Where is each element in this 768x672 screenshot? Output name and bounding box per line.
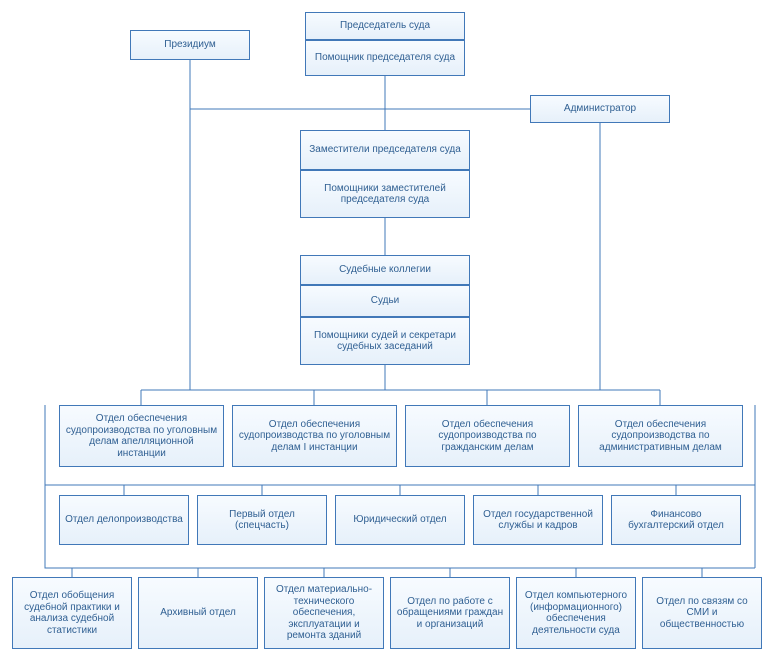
org-node-r1c: Отдел обеспечения судопроизводства по гр… <box>405 405 570 467</box>
org-node-label: Помощники судей и секретари судебных зас… <box>305 330 465 353</box>
org-node-r2a: Отдел делопроизводства <box>59 495 189 545</box>
org-node-r3f: Отдел по связям со СМИ и общественностью <box>642 577 762 649</box>
org-node-r2c: Юридический отдел <box>335 495 465 545</box>
org-node-label: Отдел обеспечения судопроизводства по уг… <box>64 413 219 459</box>
org-node-r1b: Отдел обеспечения судопроизводства по уг… <box>232 405 397 467</box>
org-node-admin: Администратор <box>530 95 670 123</box>
org-node-label: Судебные коллегии <box>339 264 431 276</box>
org-node-pom_pred: Помощник председателя суда <box>305 40 465 76</box>
org-node-label: Отдел обобщения судебной практики и анал… <box>17 590 127 636</box>
org-node-label: Помощник председателя суда <box>315 52 455 64</box>
org-node-pom_zam: Помощники заместителей председателя суда <box>300 170 470 218</box>
org-node-r1d: Отдел обеспечения судопроизводства по ад… <box>578 405 743 467</box>
org-node-pom_sud: Помощники судей и секретари судебных зас… <box>300 317 470 365</box>
org-node-label: Юридический отдел <box>353 514 446 526</box>
org-node-zam: Заместители председателя суда <box>300 130 470 170</box>
org-node-label: Отдел материально-технического обеспечен… <box>269 584 379 642</box>
org-node-label: Отдел делопроизводства <box>65 514 183 526</box>
org-node-label: Помощники заместителей председателя суда <box>305 183 465 206</box>
org-node-prezidium: Президиум <box>130 30 250 60</box>
org-node-label: Отдел обеспечения судопроизводства по уг… <box>237 419 392 454</box>
org-node-r3e: Отдел компьютерного (информационного) об… <box>516 577 636 649</box>
org-node-label: Судьи <box>371 295 400 307</box>
org-node-r2e: Финансово бухгалтерский отдел <box>611 495 741 545</box>
org-node-label: Администратор <box>564 103 636 115</box>
org-node-label: Отдел компьютерного (информационного) об… <box>521 590 631 636</box>
org-node-r2b: Первый отдел (спецчасть) <box>197 495 327 545</box>
org-node-kolleg: Судебные коллегии <box>300 255 470 285</box>
org-node-label: Отдел обеспечения судопроизводства по ад… <box>583 419 738 454</box>
org-node-label: Отдел государственной службы и кадров <box>478 509 598 532</box>
org-node-label: Первый отдел (спецчасть) <box>202 509 322 532</box>
org-node-sudi: Судьи <box>300 285 470 317</box>
org-node-label: Финансово бухгалтерский отдел <box>616 509 736 532</box>
org-node-label: Президиум <box>164 39 215 51</box>
org-node-label: Архивный отдел <box>160 607 236 619</box>
org-node-pred: Председатель суда <box>305 12 465 40</box>
org-node-r2d: Отдел государственной службы и кадров <box>473 495 603 545</box>
org-node-label: Председатель суда <box>340 20 430 32</box>
org-node-label: Отдел по работе с обращениями граждан и … <box>395 596 505 631</box>
org-node-label: Отдел обеспечения судопроизводства по гр… <box>410 419 565 454</box>
org-node-r3c: Отдел материально-технического обеспечен… <box>264 577 384 649</box>
org-node-r3d: Отдел по работе с обращениями граждан и … <box>390 577 510 649</box>
org-node-r3a: Отдел обобщения судебной практики и анал… <box>12 577 132 649</box>
org-node-r1a: Отдел обеспечения судопроизводства по уг… <box>59 405 224 467</box>
org-node-r3b: Архивный отдел <box>138 577 258 649</box>
org-node-label: Заместители председателя суда <box>309 144 461 156</box>
org-node-label: Отдел по связям со СМИ и общественностью <box>647 596 757 631</box>
